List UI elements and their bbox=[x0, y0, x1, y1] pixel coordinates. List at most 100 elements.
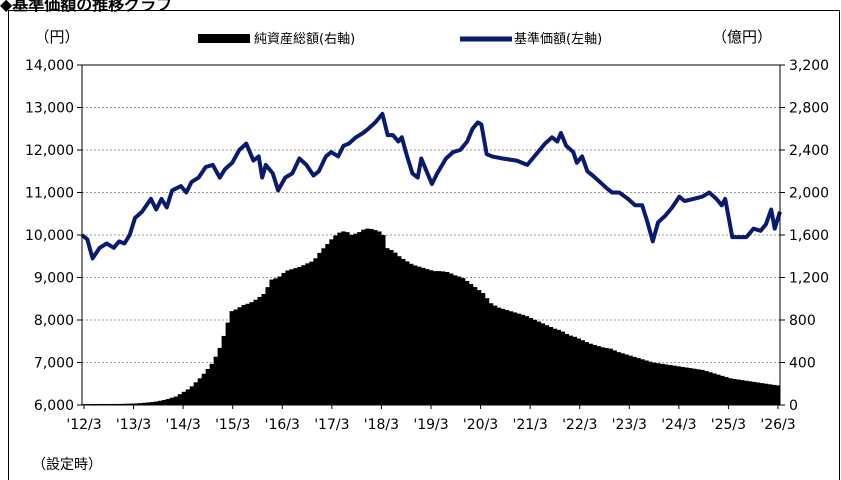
asset-bar bbox=[397, 256, 402, 405]
asset-bar bbox=[369, 228, 374, 405]
right-tick-label: 1,600 bbox=[789, 228, 829, 244]
asset-bar bbox=[680, 366, 685, 405]
asset-bar bbox=[373, 230, 378, 405]
asset-bar bbox=[405, 261, 410, 405]
legend-label-nav: 基準価額(左軸) bbox=[514, 31, 602, 47]
asset-bar bbox=[185, 389, 191, 405]
asset-bar bbox=[225, 322, 230, 405]
asset-bar bbox=[353, 233, 358, 405]
x-tick-label: '17/3 bbox=[314, 417, 349, 433]
asset-bar bbox=[560, 331, 566, 405]
asset-bar bbox=[177, 394, 183, 405]
asset-bar bbox=[536, 321, 542, 405]
asset-bar bbox=[213, 356, 219, 405]
asset-bar bbox=[173, 396, 179, 405]
asset-bar bbox=[720, 375, 725, 405]
asset-bar bbox=[217, 347, 222, 405]
asset-bar bbox=[488, 303, 494, 405]
asset-bar bbox=[480, 293, 486, 405]
asset-bar bbox=[752, 381, 757, 405]
asset-bar bbox=[301, 265, 306, 405]
x-tick-label: '12/3 bbox=[66, 417, 101, 433]
asset-bar bbox=[317, 252, 322, 405]
asset-bar bbox=[233, 309, 238, 405]
asset-bar bbox=[121, 403, 127, 405]
asset-bar bbox=[393, 252, 398, 405]
asset-bar bbox=[337, 232, 342, 405]
x-tick-label: '25/3 bbox=[711, 417, 746, 433]
asset-bar bbox=[165, 398, 171, 405]
asset-bar bbox=[612, 350, 617, 405]
asset-bar bbox=[636, 358, 641, 405]
asset-bar bbox=[452, 275, 458, 405]
asset-bar bbox=[273, 278, 278, 405]
asset-bar bbox=[544, 325, 550, 405]
legend-label-assets: 純資産総額(右軸) bbox=[254, 31, 355, 47]
asset-bar bbox=[105, 403, 111, 405]
asset-bar bbox=[648, 361, 653, 405]
asset-bar bbox=[293, 268, 298, 405]
asset-bar bbox=[341, 231, 346, 405]
asset-bar bbox=[245, 303, 250, 405]
asset-bar bbox=[109, 403, 115, 405]
asset-bar bbox=[484, 298, 490, 405]
asset-bar bbox=[540, 323, 546, 405]
asset-bar bbox=[652, 362, 657, 405]
right-tick-label: 0 bbox=[789, 398, 798, 414]
asset-bar bbox=[704, 371, 709, 405]
asset-bar bbox=[101, 403, 107, 405]
asset-bar bbox=[305, 263, 310, 405]
asset-bar bbox=[596, 346, 601, 405]
asset-bar bbox=[189, 386, 195, 405]
asset-bar bbox=[676, 366, 681, 405]
asset-bar bbox=[349, 234, 354, 405]
asset-bar bbox=[708, 372, 713, 405]
asset-bar bbox=[345, 232, 350, 405]
left-tick-label: 7,000 bbox=[34, 356, 74, 372]
asset-bar bbox=[772, 384, 777, 405]
asset-bar bbox=[756, 382, 761, 405]
asset-bar bbox=[197, 378, 203, 405]
asset-bar bbox=[768, 384, 773, 405]
asset-bar bbox=[592, 344, 597, 405]
asset-bar bbox=[229, 311, 234, 405]
left-tick-label: 8,000 bbox=[34, 313, 74, 329]
asset-bar bbox=[656, 363, 661, 405]
asset-bar bbox=[361, 229, 366, 405]
asset-bar bbox=[313, 258, 318, 405]
asset-bar bbox=[289, 269, 294, 405]
asset-bar bbox=[672, 365, 677, 405]
asset-bar bbox=[409, 263, 414, 405]
asset-bar bbox=[365, 228, 370, 405]
asset-bar bbox=[141, 402, 147, 405]
asset-bar bbox=[157, 400, 163, 405]
asset-bar bbox=[608, 348, 613, 405]
nav-line bbox=[80, 111, 782, 261]
x-tick-label: '15/3 bbox=[215, 417, 250, 433]
asset-bar bbox=[261, 294, 266, 405]
asset-bar bbox=[205, 368, 211, 405]
asset-bar bbox=[333, 235, 338, 405]
asset-bar bbox=[748, 381, 753, 405]
asset-bar bbox=[616, 352, 621, 405]
asset-bar bbox=[552, 328, 558, 405]
left-tick-label: 6,000 bbox=[34, 398, 74, 414]
asset-bar bbox=[421, 267, 426, 405]
left-tick-label: 10,000 bbox=[25, 228, 74, 244]
asset-bar bbox=[644, 360, 649, 405]
right-tick-label: 2,800 bbox=[789, 101, 829, 117]
asset-bar bbox=[528, 317, 534, 405]
asset-bar bbox=[588, 343, 593, 405]
asset-bar bbox=[564, 333, 570, 405]
asset-bar bbox=[692, 368, 697, 405]
asset-bar bbox=[377, 231, 382, 405]
asset-bar bbox=[269, 279, 274, 405]
x-tick-label: '20/3 bbox=[463, 417, 498, 433]
asset-bar bbox=[117, 403, 123, 405]
asset-bar bbox=[209, 363, 215, 405]
asset-bar bbox=[193, 382, 199, 405]
asset-bar bbox=[357, 232, 362, 405]
asset-bar bbox=[728, 378, 733, 405]
asset-bar bbox=[161, 399, 167, 405]
asset-bar bbox=[568, 335, 573, 405]
